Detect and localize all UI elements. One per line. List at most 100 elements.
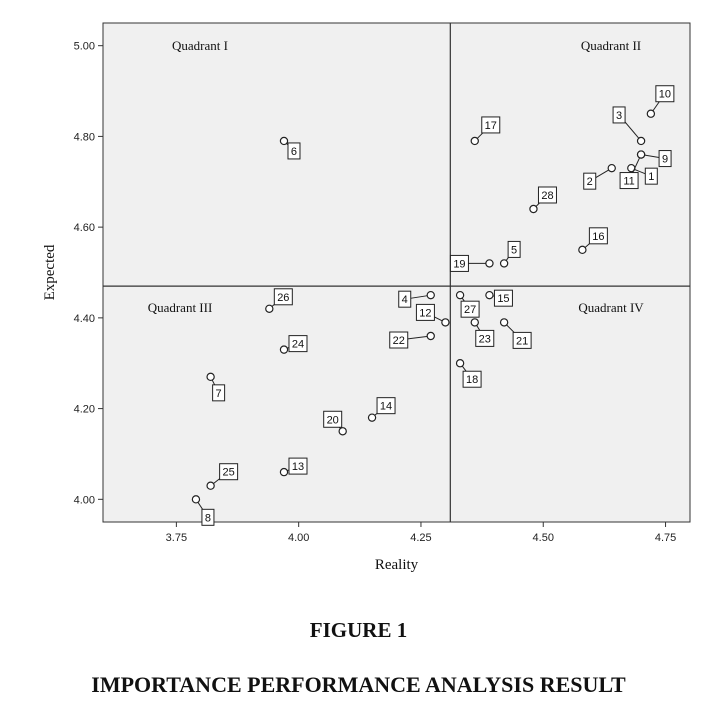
data-point-24: 24: [279, 335, 308, 354]
quadrant-label-box: [134, 297, 226, 319]
data-point-17: 17: [470, 116, 501, 146]
y-tick-label: 4.40: [74, 313, 95, 325]
point-label: 21: [516, 335, 528, 347]
figure-title: IMPORTANCE PERFORMANCE ANALYSIS RESULT: [91, 672, 626, 697]
point-label: 12: [419, 307, 431, 319]
point-marker: [636, 136, 646, 146]
point-label: 3: [616, 110, 622, 122]
point-label-box: [449, 254, 469, 272]
point-marker: [529, 204, 538, 214]
point-label: 7: [216, 388, 222, 400]
point-marker: [426, 290, 435, 300]
point-label-box: [655, 85, 675, 103]
point-marker: [607, 163, 616, 173]
point-marker: [455, 359, 465, 368]
point-marker: [578, 245, 587, 255]
x-tick-label: 4.50: [533, 532, 554, 544]
point-marker: [279, 467, 289, 477]
data-point-22: 22: [389, 331, 435, 349]
point-marker: [499, 318, 509, 327]
data-point-2: 2: [583, 163, 616, 190]
y-tick-label: 4.60: [74, 222, 95, 234]
point-label-box: [537, 186, 557, 204]
data-point-11: 11: [619, 150, 646, 190]
point-label: 6: [291, 146, 297, 158]
x-tick-label: 4.25: [410, 532, 431, 544]
x-tick-label: 4.00: [288, 532, 309, 544]
point-label-box: [389, 331, 409, 349]
data-point-28: 28: [529, 186, 557, 214]
point-label: 20: [327, 414, 339, 426]
quadrant-label: Quadrant III: [148, 300, 213, 315]
data-point-3: 3: [612, 106, 646, 146]
point-label: 2: [587, 176, 593, 188]
point-label-box: [273, 288, 293, 306]
x-tick-label: 3.75: [166, 532, 187, 544]
point-label-box: [460, 300, 480, 318]
point-marker: [485, 290, 494, 300]
point-marker: [426, 331, 435, 341]
x-tick-label: 4.75: [655, 532, 676, 544]
data-point-26: 26: [265, 288, 293, 313]
point-label-box: [493, 289, 513, 307]
point-marker: [485, 259, 494, 268]
point-label-box: [512, 331, 532, 349]
data-point-25: 25: [206, 463, 239, 490]
reference-lines: [103, 23, 690, 522]
point-label-box: [398, 290, 412, 308]
x-axis-label: Reality: [375, 557, 419, 573]
data-point-7: 7: [206, 372, 226, 402]
point-marker: [636, 150, 646, 159]
point-marker: [191, 495, 201, 504]
point-label: 8: [205, 512, 211, 524]
point-label: 23: [479, 333, 491, 345]
data-point-6: 6: [279, 136, 301, 160]
point-label-box: [288, 457, 308, 475]
point-label-box: [415, 303, 435, 321]
point-label: 4: [402, 294, 408, 306]
data-point-16: 16: [578, 227, 608, 255]
data-point-14: 14: [367, 397, 396, 422]
ipa-scatter-chart: 3.75 4.00 4.25 4.50 4.75 4.00 4.20 4.40 4.60 4.80…: [42, 22, 691, 573]
point-label-box: [583, 172, 597, 190]
point-marker: [499, 259, 509, 268]
point-label-box: [588, 227, 608, 245]
y-tick-label: 5.00: [74, 41, 95, 53]
data-point-8: 8: [191, 495, 215, 526]
point-marker: [265, 304, 274, 313]
point-label-box: [619, 172, 639, 190]
data-point-27: 27: [455, 290, 480, 318]
quadrant-labels: Quadrant I Quadrant II Quadrant III Quadran…: [134, 35, 657, 319]
axis-ticks: 3.75 4.00 4.25 4.50 4.75 4.00 4.20 4.40 4.60 4.80…: [74, 41, 677, 544]
point-label: 28: [541, 190, 553, 202]
point-marker: [441, 318, 450, 327]
point-marker: [206, 481, 215, 490]
point-label-box: [212, 384, 226, 402]
point-marker: [367, 413, 377, 422]
data-point-5: 5: [499, 240, 521, 268]
point-marker: [455, 290, 465, 300]
y-tick-label: 4.80: [74, 131, 95, 143]
data-point-13: 13: [279, 457, 308, 477]
point-label-box: [658, 150, 672, 168]
quadrant-label-box: [565, 35, 657, 57]
point-label: 24: [292, 339, 304, 351]
point-label: 9: [662, 154, 668, 166]
point-label: 5: [511, 244, 517, 256]
point-marker: [470, 318, 479, 327]
quadrant-label: Quadrant II: [581, 38, 641, 53]
point-label-box: [481, 116, 501, 134]
point-label: 19: [453, 258, 465, 270]
point-marker: [279, 136, 289, 146]
point-label: 22: [393, 335, 405, 347]
data-point-15: 15: [485, 289, 513, 307]
point-label: 13: [292, 461, 304, 473]
point-label-box: [323, 410, 343, 428]
point-label-box: [201, 508, 215, 526]
point-label: 10: [659, 89, 671, 101]
data-point-20: 20: [323, 410, 347, 436]
point-marker: [338, 427, 347, 436]
point-label-box: [287, 142, 301, 160]
data-point-23: 23: [470, 318, 495, 347]
point-label-box: [462, 370, 482, 388]
